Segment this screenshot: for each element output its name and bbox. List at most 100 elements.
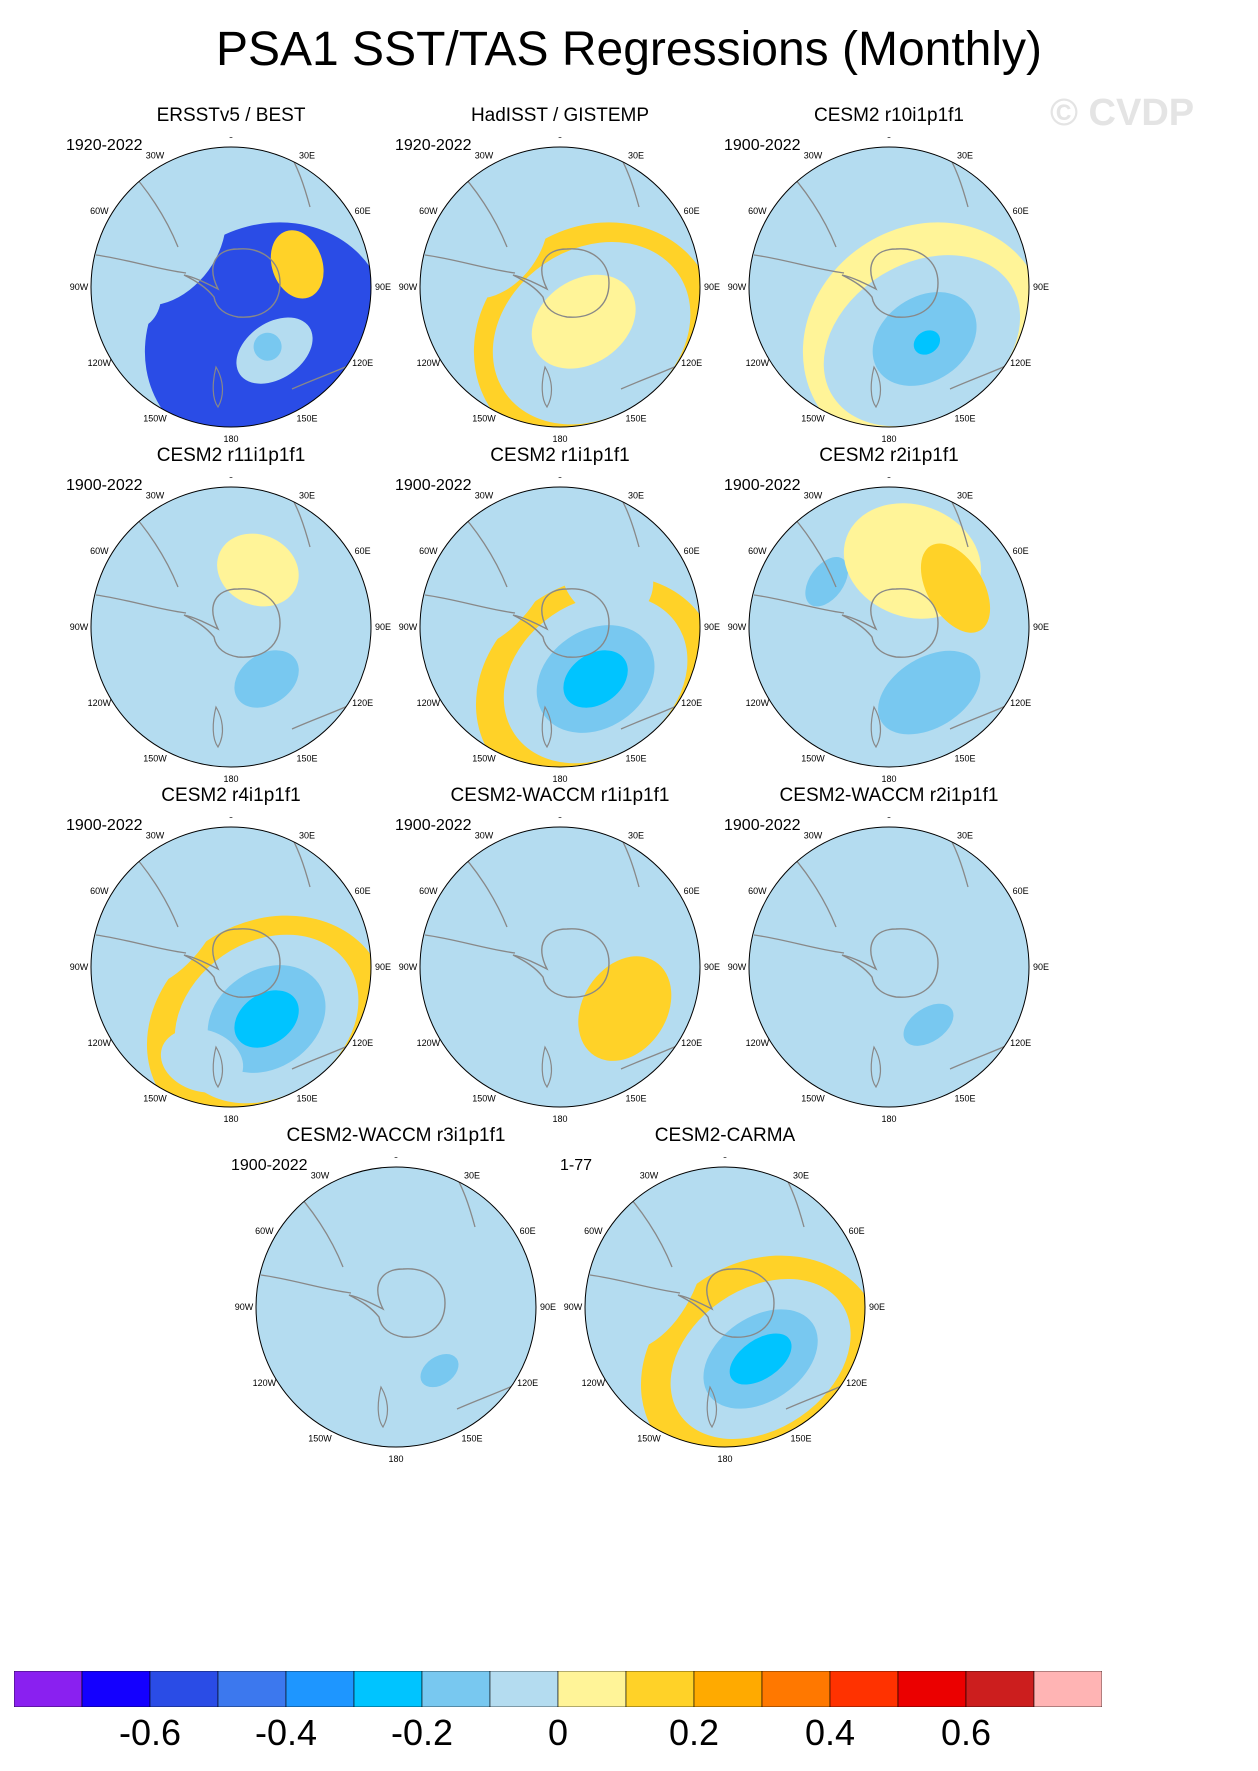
south-america-coastline — [424, 934, 516, 954]
map-panel: CESM2 r10i1p1f1 1900-2022 0 30E 60E 90E 120E 15… — [724, 105, 1054, 465]
longitude-label: 60E — [684, 546, 700, 556]
panel-title: CESM2-WACCM r3i1p1f1 — [286, 1125, 506, 1146]
longitude-label: 120W — [88, 698, 112, 708]
longitude-label: 120E — [1010, 1038, 1031, 1048]
polar-map: 0 30E 60E 90E 120E 150E 180 150W 120W 90W 60W 30W — [728, 817, 1049, 1124]
antarctica-coastline — [841, 928, 939, 998]
longitude-label: 120W — [746, 1038, 770, 1048]
anomaly-region — [105, 258, 162, 329]
map-panel: HadISST / GISTEMP 1920-2022 0 30E 60E 90E 120E… — [395, 105, 725, 465]
map-boundary — [748, 826, 1030, 1108]
colorbar-tick-label: -0.6 — [118, 1712, 182, 1753]
south-america-coastline — [424, 254, 516, 274]
longitude-label: 30W — [146, 830, 165, 840]
anomaly-region — [112, 854, 226, 989]
longitude-label: 120W — [253, 1378, 277, 1388]
longitude-label: 180 — [881, 1114, 896, 1124]
longitude-label: 60W — [584, 1226, 603, 1236]
longitude-label: 180 — [552, 774, 567, 784]
longitude-label: 60E — [1013, 206, 1029, 216]
longitude-label: 150E — [954, 754, 975, 764]
map-panel: CESM2 r4i1p1f1 1900-2022 0 30E 60E 90E 120E 150… — [66, 785, 396, 1145]
longitude-label: 180 — [388, 1454, 403, 1464]
longitude-label: 0 — [228, 817, 233, 820]
longitude-label: 90W — [564, 1302, 583, 1312]
anomaly-region — [763, 167, 869, 277]
south-america-coastline — [95, 254, 187, 274]
longitude-label: 60E — [520, 1226, 536, 1236]
panel-title: HadISST / GISTEMP — [470, 105, 650, 126]
longitude-label: 60W — [90, 886, 109, 896]
map-boundary — [419, 486, 701, 768]
longitude-label: 60E — [355, 546, 371, 556]
anomaly-region — [441, 514, 555, 649]
longitude-label: 60W — [90, 206, 109, 216]
antarctica-coastline — [183, 928, 281, 998]
longitude-label: 30E — [793, 1170, 809, 1180]
longitude-label: 30E — [957, 490, 973, 500]
longitude-label: 120E — [352, 358, 373, 368]
map-panel: CESM2-WACCM r2i1p1f1 1900-2022 0 30E 60E 90E 1… — [724, 785, 1054, 1145]
longitude-label: 150W — [143, 754, 167, 764]
longitude-label: 60W — [748, 206, 767, 216]
longitude-label: 180 — [552, 1114, 567, 1124]
south-america-coastline — [753, 934, 845, 954]
polar-map: 0 30E 60E 90E 120E 150E 180 150W 120W 90W 60W 30W — [728, 477, 1049, 784]
longitude-label: 60E — [1013, 546, 1029, 556]
map-panel: CESM2 r2i1p1f1 1900-2022 0 30E 60E 90E 120E 150… — [724, 445, 1054, 805]
longitude-label: 60E — [684, 206, 700, 216]
longitude-label: 150E — [296, 414, 317, 424]
panel-title: CESM2-WACCM r1i1p1f1 — [450, 785, 670, 806]
panel-title: CESM2-CARMA — [654, 1125, 796, 1146]
anomaly-region — [591, 1192, 706, 1352]
antarctica-coastline — [841, 248, 939, 318]
longitude-label: 150E — [790, 1434, 811, 1444]
panel-title: ERSSTv5 / BEST — [156, 105, 306, 126]
longitude-label: 90W — [70, 962, 89, 972]
map-panel: CESM2 r11i1p1f1 1900-2022 0 30E 60E 90E 120E 15… — [66, 445, 396, 805]
new-zealand-coastline — [212, 365, 224, 409]
longitude-label: 120W — [582, 1378, 606, 1388]
longitude-label: 60W — [419, 206, 438, 216]
longitude-label: 0 — [557, 477, 562, 480]
anomaly-region — [434, 925, 520, 1037]
longitude-label: 150E — [954, 1094, 975, 1104]
longitude-label: 0 — [886, 137, 891, 140]
panel-period: 1900-2022 — [66, 477, 143, 494]
map-panel: CESM2-CARMA 1-77 0 30E 60E 90E 120E 150E 180 150W… — [560, 1125, 890, 1485]
south-america-coastline — [753, 594, 845, 614]
map-panel: CESM2-WACCM r1i1p1f1 1900-2022 0 30E 60E 90E 1… — [395, 785, 725, 1145]
longitude-label: 150W — [143, 414, 167, 424]
new-zealand-coastline — [212, 1045, 224, 1089]
longitude-label: 120E — [681, 698, 702, 708]
map-panel: CESM2-WACCM r3i1p1f1 1900-2022 0 30E 60E 90E 1… — [231, 1125, 561, 1485]
longitude-label: 180 — [717, 1454, 732, 1464]
panel-title: CESM2 r11i1p1f1 — [156, 445, 306, 466]
longitude-label: 30W — [640, 1170, 659, 1180]
longitude-label: 150W — [472, 414, 496, 424]
longitude-label: 90W — [70, 622, 89, 632]
longitude-label: 60E — [355, 206, 371, 216]
colorbar-swatch — [421, 1671, 491, 1707]
longitude-label: 90W — [399, 962, 418, 972]
south-america-coastline — [589, 1274, 681, 1294]
colorbar-tick-label: -0.2 — [390, 1712, 454, 1753]
longitude-label: 60E — [355, 886, 371, 896]
longitude-label: 60W — [419, 886, 438, 896]
map-panel: CESM2 r1i1p1f1 1900-2022 0 30E 60E 90E 120E 150… — [395, 445, 725, 805]
map-boundary — [90, 826, 372, 1108]
longitude-label: 60W — [90, 546, 109, 556]
longitude-label: 0 — [722, 1157, 727, 1160]
longitude-label: 180 — [223, 774, 238, 784]
longitude-label: 30W — [311, 1170, 330, 1180]
colorbar-swatch — [14, 1671, 83, 1707]
panel-period: 1920-2022 — [395, 137, 472, 154]
longitude-label: 0 — [228, 477, 233, 480]
longitude-label: 30W — [804, 150, 823, 160]
anomaly-region — [253, 332, 282, 361]
longitude-label: 120E — [846, 1378, 867, 1388]
longitude-label: 180 — [881, 434, 896, 444]
anomaly-region — [913, 330, 941, 355]
longitude-label: 120E — [352, 1038, 373, 1048]
colorbar-swatch — [557, 1671, 627, 1707]
